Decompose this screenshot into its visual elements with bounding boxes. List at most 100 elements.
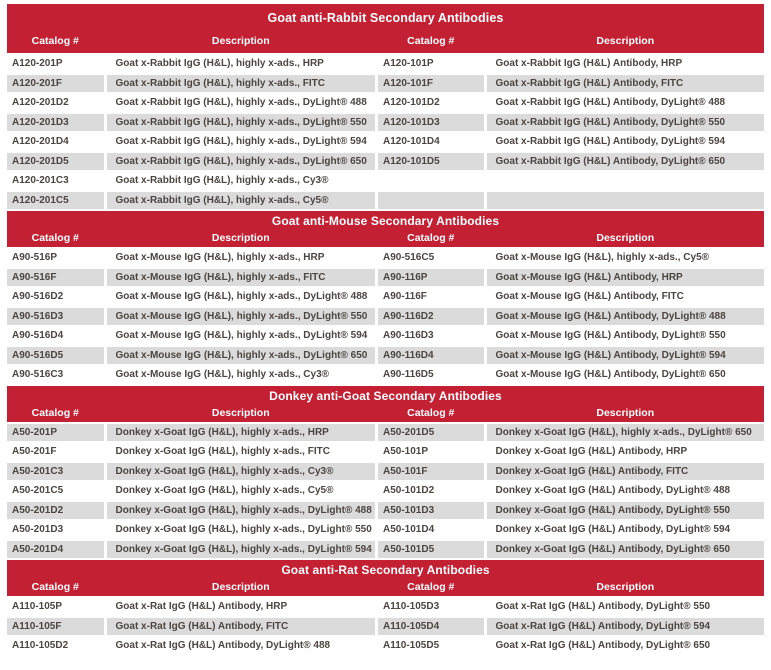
- table-row: A50-201C3 Donkey x-Goat IgG (H&L), highly…: [7, 462, 764, 480]
- description-cell: Donkey x-Goat IgG (H&L), highly x-ads., …: [486, 423, 764, 441]
- column-header-catalog: Catalog #: [407, 406, 455, 419]
- section-goat-anti-rat: Goat anti-Rat Secondary Antibodies Catal…: [7, 560, 764, 655]
- table-row: A90-516P Goat x-Mouse IgG (H&L), highly x…: [7, 249, 764, 267]
- column-header-catalog: Catalog #: [407, 232, 455, 244]
- table-row: A120-201P Goat x-Rabbit IgG (H&L), highly…: [7, 55, 764, 73]
- table-row: A120-201D5 Goat x-Rabbit IgG (H&L), highl…: [7, 152, 764, 170]
- section-rows: A90-516P Goat x-Mouse IgG (H&L), highly x…: [7, 247, 764, 384]
- catalog-number-cell: A90-116D2: [378, 307, 484, 325]
- catalog-number-cell: A90-516D4: [7, 327, 104, 345]
- description-cell: Goat x-Mouse IgG (H&L) Antibody, FITC: [486, 288, 764, 306]
- catalog-number-cell: A120-101D5: [378, 152, 484, 170]
- description-cell: Goat x-Mouse IgG (H&L), highly x-ads., D…: [106, 307, 375, 325]
- catalog-number-cell: A120-101D2: [378, 94, 484, 112]
- description-cell: Donkey x-Goat IgG (H&L), highly x-ads., …: [106, 501, 375, 519]
- table-row: A90-516D4 Goat x-Mouse IgG (H&L), highly …: [7, 327, 764, 345]
- table-row: A90-516D5 Goat x-Mouse IgG (H&L), highly …: [7, 346, 764, 364]
- description-cell: Goat x-Rat IgG (H&L) Antibody, FITC: [106, 617, 375, 635]
- description-cell: Goat x-Mouse IgG (H&L) Antibody, DyLight…: [486, 307, 764, 325]
- column-header-row: Catalog # Description Catalog # Descript…: [7, 579, 764, 596]
- table-row: A120-201C3 Goat x-Rabbit IgG (H&L), highl…: [7, 172, 764, 190]
- description-cell: Goat x-Rat IgG (H&L) Antibody, DyLight® …: [106, 637, 375, 655]
- catalog-number-cell: A90-116D3: [378, 327, 484, 345]
- catalog-number-cell: A110-105D5: [378, 637, 484, 655]
- catalog-number-cell: A120-101D3: [378, 113, 484, 131]
- table-row: A50-201P Donkey x-Goat IgG (H&L), highly …: [7, 423, 764, 441]
- catalog-number-cell: A90-516P: [7, 249, 104, 267]
- catalog-number-cell: A50-201P: [7, 423, 104, 441]
- description-cell: Donkey x-Goat IgG (H&L), highly x-ads., …: [106, 443, 375, 461]
- column-header-catalog: Catalog #: [31, 232, 79, 244]
- table-row: A90-516F Goat x-Mouse IgG (H&L), highly x…: [7, 268, 764, 286]
- description-cell: Goat x-Rabbit IgG (H&L), highly x-ads., …: [106, 113, 375, 131]
- section-header-bar: Goat anti-Rabbit Secondary Antibodies Ca…: [7, 4, 764, 53]
- catalog-number-cell: A120-201D5: [7, 152, 104, 170]
- catalog-number-cell: A90-116F: [378, 288, 484, 306]
- section-title: Goat anti-Rabbit Secondary Antibodies: [267, 11, 504, 25]
- column-header-row: Catalog # Description Catalog # Descript…: [7, 230, 764, 247]
- table-row: A120-201D2 Goat x-Rabbit IgG (H&L), highl…: [7, 94, 764, 112]
- section-goat-anti-mouse: Goat anti-Mouse Secondary Antibodies Cat…: [7, 211, 764, 384]
- description-cell: [486, 172, 764, 190]
- description-cell: Donkey x-Goat IgG (H&L), highly x-ads., …: [106, 540, 375, 558]
- column-header-description: Description: [596, 35, 655, 47]
- column-header-catalog: Catalog #: [31, 406, 79, 419]
- catalog-number-cell: A110-105P: [7, 598, 104, 616]
- catalog-number-cell: A50-101F: [378, 462, 484, 480]
- section-goat-anti-rabbit: Goat anti-Rabbit Secondary Antibodies Ca…: [7, 4, 764, 209]
- catalog-number-cell: A90-116P: [378, 268, 484, 286]
- description-cell: Goat x-Mouse IgG (H&L), highly x-ads., C…: [106, 366, 375, 384]
- description-cell: Goat x-Mouse IgG (H&L) Antibody, HRP: [486, 268, 764, 286]
- catalog-number-cell: A90-516C5: [378, 249, 484, 267]
- table-row: A110-105D2 Goat x-Rat IgG (H&L) Antibody,…: [7, 637, 764, 655]
- catalog-number-cell: A90-116D4: [378, 346, 484, 364]
- table-row: A110-105F Goat x-Rat IgG (H&L) Antibody, …: [7, 617, 764, 635]
- column-header-row: Catalog # Description Catalog # Descript…: [7, 31, 764, 53]
- table-row: A50-201D2 Donkey x-Goat IgG (H&L), highly…: [7, 501, 764, 519]
- table-row: A50-201D3 Donkey x-Goat IgG (H&L), highly…: [7, 521, 764, 539]
- column-header-catalog: Catalog #: [31, 581, 79, 593]
- table-row: A120-201D3 Goat x-Rabbit IgG (H&L), highl…: [7, 113, 764, 131]
- catalog-number-cell: A120-201D4: [7, 133, 104, 151]
- column-header-description: Description: [211, 35, 270, 47]
- section-header-bar: Donkey anti-Goat Secondary Antibodies Ca…: [7, 385, 764, 422]
- catalog-number-cell: A110-105F: [7, 617, 104, 635]
- catalog-number-cell: A90-516F: [7, 268, 104, 286]
- description-cell: Donkey x-Goat IgG (H&L) Antibody, HRP: [486, 443, 764, 461]
- table-row: A120-201D4 Goat x-Rabbit IgG (H&L), highl…: [7, 133, 764, 151]
- description-cell: Goat x-Mouse IgG (H&L) Antibody, DyLight…: [486, 346, 764, 364]
- catalog-number-cell: A50-201C5: [7, 482, 104, 500]
- table-row: A50-201D4 Donkey x-Goat IgG (H&L), highly…: [7, 540, 764, 558]
- description-cell: Goat x-Mouse IgG (H&L), highly x-ads., D…: [106, 327, 375, 345]
- catalog-number-cell: A120-201D2: [7, 94, 104, 112]
- description-cell: Goat x-Rabbit IgG (H&L), highly x-ads., …: [106, 172, 375, 190]
- catalog-number-cell: A110-105D2: [7, 637, 104, 655]
- catalog-number-cell: A120-201D3: [7, 113, 104, 131]
- description-cell: Goat x-Rabbit IgG (H&L), highly x-ads., …: [106, 133, 375, 151]
- table-row: A50-201F Donkey x-Goat IgG (H&L), highly …: [7, 443, 764, 461]
- description-cell: Goat x-Rabbit IgG (H&L), highly x-ads., …: [106, 152, 375, 170]
- column-header-description: Description: [596, 406, 655, 419]
- description-cell: Goat x-Mouse IgG (H&L), highly x-ads., H…: [106, 249, 375, 267]
- section-donkey-anti-goat: Donkey anti-Goat Secondary Antibodies Ca…: [7, 385, 764, 558]
- description-cell: Goat x-Rabbit IgG (H&L) Antibody, DyLigh…: [486, 94, 764, 112]
- description-cell: Goat x-Rabbit IgG (H&L), highly x-ads., …: [106, 74, 375, 92]
- catalog-number-cell: [378, 191, 484, 209]
- section-rows: A50-201P Donkey x-Goat IgG (H&L), highly …: [7, 422, 764, 558]
- catalog-number-cell: [378, 172, 484, 190]
- catalog-number-cell: A50-201D4: [7, 540, 104, 558]
- description-cell: Goat x-Mouse IgG (H&L), highly x-ads., D…: [106, 346, 375, 364]
- description-cell: Donkey x-Goat IgG (H&L) Antibody, DyLigh…: [486, 501, 764, 519]
- description-cell: Goat x-Rabbit IgG (H&L), highly x-ads., …: [106, 55, 375, 73]
- description-cell: [486, 191, 764, 209]
- description-cell: Goat x-Mouse IgG (H&L), highly x-ads., D…: [106, 288, 375, 306]
- description-cell: Goat x-Rabbit IgG (H&L), highly x-ads., …: [106, 191, 375, 209]
- column-header-catalog: Catalog #: [31, 35, 79, 47]
- catalog-number-cell: A50-201D3: [7, 521, 104, 539]
- column-header-description: Description: [596, 581, 655, 593]
- description-cell: Goat x-Mouse IgG (H&L), highly x-ads., F…: [106, 268, 375, 286]
- section-header-bar: Goat anti-Rat Secondary Antibodies Catal…: [7, 560, 764, 596]
- catalog-number-cell: A120-201P: [7, 55, 104, 73]
- section-rows: A120-201P Goat x-Rabbit IgG (H&L), highly…: [7, 53, 764, 209]
- description-cell: Goat x-Rabbit IgG (H&L) Antibody, DyLigh…: [486, 133, 764, 151]
